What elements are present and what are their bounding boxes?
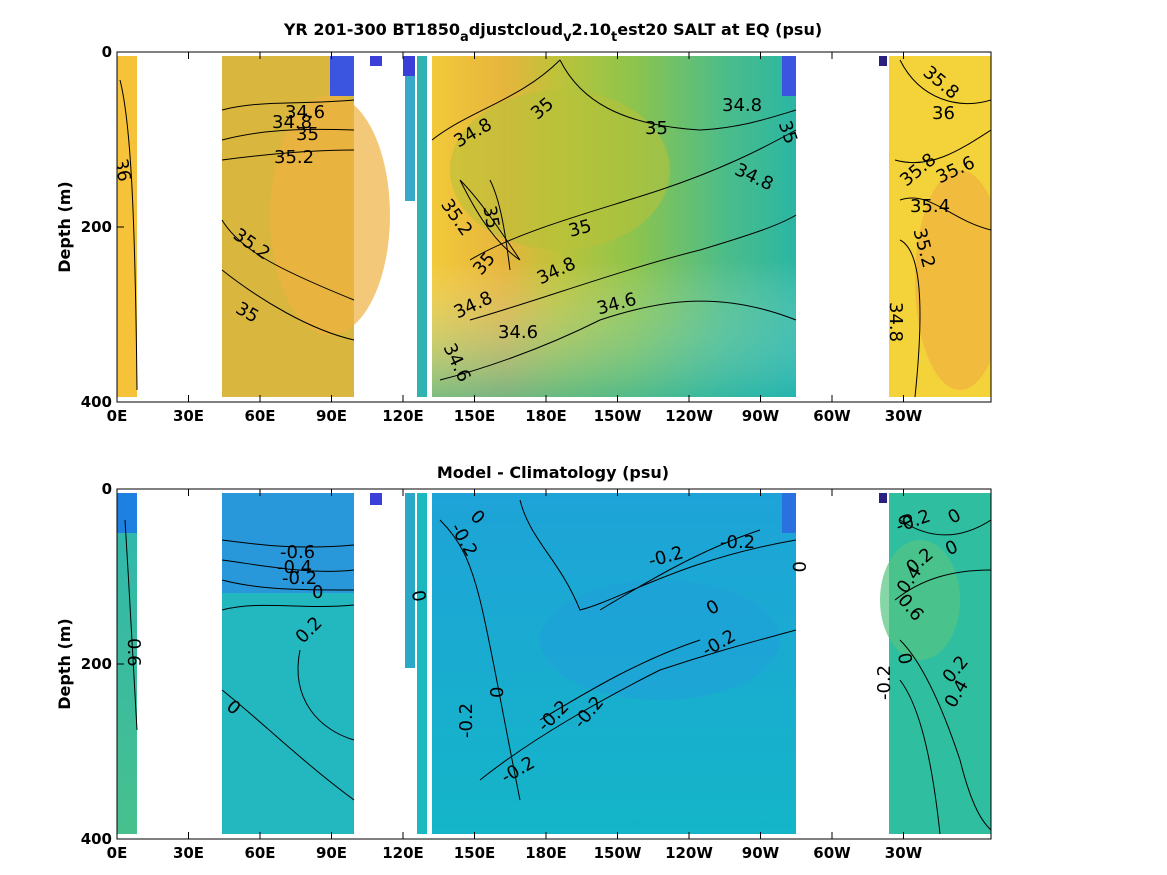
top-contour-label: 36 <box>110 157 135 183</box>
bottom-fill-fresh-1 <box>117 493 137 533</box>
top-fill-indian-core <box>270 95 390 335</box>
bottom-fill-maritime-2 <box>417 493 427 834</box>
x-tick-label: 150W <box>594 844 642 862</box>
bottom-contour-label: 0 <box>893 651 916 666</box>
x-tick-label: 120E <box>382 407 424 425</box>
x-tick-label: 90E <box>316 844 347 862</box>
bottom-fill-maritime-1 <box>405 493 415 668</box>
bottom-contour-label: 0.6 <box>123 638 144 667</box>
bottom-ylabel: Depth (m) <box>55 618 74 710</box>
bottom-contour-label: 0 <box>487 687 508 698</box>
top-plot: 36 34.6 34.8 35 35.2 35.2 35 34.8 35 34.… <box>110 56 991 398</box>
y-tick-label: 0 <box>102 480 112 498</box>
y-tick-label: 400 <box>81 393 112 411</box>
top-contour-lines <box>119 59 991 398</box>
x-tick-label: 90E <box>316 407 347 425</box>
top-fill-fresh-5 <box>879 56 887 66</box>
x-tick-label: 30W <box>885 407 923 425</box>
x-tick-label: 0E <box>107 407 128 425</box>
top-contour-label: 35.2 <box>274 147 314 168</box>
top-fill-africa-coast <box>117 56 137 397</box>
top-fill-atlantic-core <box>915 170 991 390</box>
axis-ticks: 0E 30E 60E 90E 120E 150E 180E 150W 120W 90W 60W 30W… <box>81 43 923 862</box>
x-tick-label: 120E <box>382 844 424 862</box>
y-tick-label: 0 <box>102 43 112 61</box>
bottom-fill-pacific-low <box>540 580 780 700</box>
x-tick-label: 30W <box>885 844 923 862</box>
bottom-contour-label: -0.2 <box>720 532 755 553</box>
top-contour-label: 34.8 <box>272 112 312 133</box>
x-tick-label: 180E <box>525 407 567 425</box>
bottom-fill-fresh-3 <box>782 493 796 533</box>
bottom-contour-lines <box>124 499 991 835</box>
top-fill-pacific-core <box>450 90 670 250</box>
bottom-title: Model - Climatology (psu) <box>437 463 669 482</box>
bottom-contour-label: -0.2 <box>874 665 895 700</box>
x-tick-label: 30E <box>173 844 204 862</box>
top-contour-label: 36 <box>932 103 955 124</box>
top-contour-label: 35 <box>478 204 503 230</box>
top-ylabel: Depth (m) <box>55 181 74 273</box>
x-tick-label: 150E <box>454 844 496 862</box>
y-tick-label: 400 <box>81 830 112 848</box>
x-tick-label: 120W <box>665 407 713 425</box>
x-tick-label: 60E <box>244 844 275 862</box>
x-tick-label: 90W <box>742 407 780 425</box>
top-contour-label: 34.6 <box>498 322 538 343</box>
top-fill-fresh-4 <box>782 56 796 96</box>
bottom-fill-fresh-4 <box>879 493 887 503</box>
x-tick-label: 120W <box>665 844 713 862</box>
bottom-fill-africa-coast <box>117 493 137 834</box>
x-tick-label: 90W <box>742 844 780 862</box>
x-tick-label: 60W <box>813 407 851 425</box>
top-fill-fresh-1 <box>330 56 354 96</box>
top-contour-label: 34.8 <box>722 95 762 116</box>
x-tick-label: 180E <box>525 844 567 862</box>
top-fill-maritime-1 <box>405 56 415 201</box>
top-title: YR 201-300 BT1850adjustcloudv2.10test20 … <box>283 20 822 45</box>
top-contour-label: 35 <box>296 124 319 145</box>
bottom-contour-label: -0.2 <box>282 568 317 589</box>
x-tick-label: 0E <box>107 844 128 862</box>
top-contour-label: 34.6 <box>285 102 325 123</box>
bottom-contour-label: 0 <box>312 582 323 603</box>
top-contour-label: 35.4 <box>910 196 950 217</box>
x-tick-label: 150W <box>594 407 642 425</box>
bottom-contour-label: -0.4 <box>277 557 312 578</box>
y-tick-label: 200 <box>81 655 112 673</box>
x-tick-label: 30E <box>173 407 204 425</box>
bottom-contour-label: 0 <box>407 589 430 604</box>
bottom-contour-label: 0 <box>788 561 809 572</box>
x-tick-label: 60W <box>813 844 851 862</box>
bottom-plot: 0.6 -0.6 -0.4 -0.2 0 0.2 0 0 -0.2 0 0 -0… <box>117 493 991 835</box>
x-tick-label: 150E <box>454 407 496 425</box>
top-fill-maritime-2 <box>417 56 427 397</box>
y-tick-label: 200 <box>81 218 112 236</box>
x-tick-label: 60E <box>244 407 275 425</box>
bottom-fill-fresh-2 <box>370 493 382 505</box>
bottom-contour-label: -0.2 <box>456 703 477 738</box>
top-contour-label: 34.8 <box>885 302 906 342</box>
top-fill-fresh-3 <box>403 56 415 76</box>
top-fill-fresh-2 <box>370 56 382 66</box>
top-contour-label: 35 <box>645 118 668 139</box>
bottom-contour-label: -0.6 <box>280 542 315 563</box>
bottom-fill-atlantic-pos <box>880 540 960 660</box>
